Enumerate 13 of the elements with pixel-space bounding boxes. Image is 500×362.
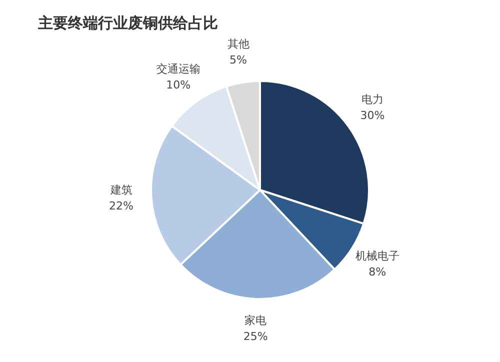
data-label: 8%: [368, 265, 386, 278]
chart-title: 主要终端行业废铜供给占比: [38, 14, 218, 33]
slice-label: 家电: [244, 314, 267, 327]
data-label: 22%: [109, 200, 134, 213]
slice-label: 建筑: [109, 184, 132, 197]
data-label: 5%: [230, 54, 247, 67]
data-label: 10%: [166, 78, 191, 92]
slice-label: 电力: [361, 93, 384, 106]
slice-label: 交通运输: [156, 62, 200, 76]
data-label: 25%: [243, 330, 268, 343]
data-label: 30%: [360, 109, 385, 122]
slice-label: 其他: [227, 38, 250, 51]
slice-label: 机械电子: [355, 249, 400, 262]
